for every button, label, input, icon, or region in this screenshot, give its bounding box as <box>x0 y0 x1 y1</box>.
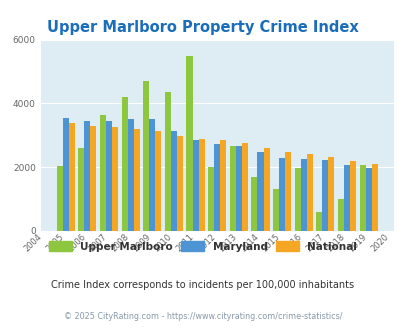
Bar <box>328 157 334 231</box>
Bar <box>121 97 127 231</box>
Bar <box>241 143 247 231</box>
Bar <box>62 118 68 231</box>
Bar <box>112 127 118 231</box>
Bar <box>263 148 269 231</box>
Text: © 2025 CityRating.com - https://www.cityrating.com/crime-statistics/: © 2025 CityRating.com - https://www.city… <box>64 312 341 321</box>
Bar <box>257 152 263 231</box>
Bar <box>192 140 198 231</box>
Bar <box>315 212 322 231</box>
Bar <box>214 144 220 231</box>
Bar <box>235 147 241 231</box>
Bar <box>177 136 183 231</box>
Bar <box>343 165 349 231</box>
Bar <box>365 169 371 231</box>
Bar <box>273 189 278 231</box>
Bar <box>68 123 75 231</box>
Bar <box>371 164 377 231</box>
Text: Crime Index corresponds to incidents per 100,000 inhabitants: Crime Index corresponds to incidents per… <box>51 280 354 290</box>
Bar <box>127 119 133 231</box>
Bar <box>90 126 96 231</box>
Bar <box>251 177 257 231</box>
Bar <box>106 121 112 231</box>
Bar <box>84 121 90 231</box>
Bar <box>294 168 300 231</box>
Bar <box>133 129 139 231</box>
Legend: Upper Marlboro, Maryland, National: Upper Marlboro, Maryland, National <box>49 241 356 252</box>
Bar <box>164 92 171 231</box>
Bar <box>149 119 155 231</box>
Bar <box>171 130 177 231</box>
Bar <box>143 81 149 231</box>
Bar <box>229 147 235 231</box>
Bar <box>300 159 306 231</box>
Text: Upper Marlboro Property Crime Index: Upper Marlboro Property Crime Index <box>47 20 358 35</box>
Bar <box>349 161 355 231</box>
Bar <box>278 158 284 231</box>
Bar <box>220 140 226 231</box>
Bar <box>155 131 161 231</box>
Bar <box>337 199 343 231</box>
Bar <box>100 115 106 231</box>
Bar <box>322 160 328 231</box>
Bar <box>198 140 204 231</box>
Bar <box>78 148 84 231</box>
Bar <box>306 154 312 231</box>
Bar <box>284 152 290 231</box>
Bar <box>208 167 214 231</box>
Bar <box>186 55 192 231</box>
Bar <box>359 165 365 231</box>
Bar <box>57 166 62 231</box>
